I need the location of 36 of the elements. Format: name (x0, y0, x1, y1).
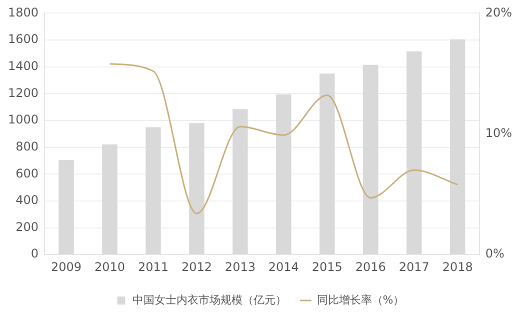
bar (58, 160, 74, 254)
y-tick-label: 1000 (8, 112, 39, 127)
bar (232, 109, 248, 254)
x-tick-label: 2014 (268, 260, 299, 274)
x-tick-label: 2018 (442, 260, 473, 274)
x-tick-label: 2010 (94, 260, 126, 274)
x-tick-label: 2009 (51, 260, 82, 274)
bar (189, 123, 204, 254)
legend-label: 中国女士内衣市场规模（亿元） (132, 293, 286, 306)
bar (363, 64, 378, 254)
y2-tick-label: 20% (485, 5, 512, 20)
y-tick-label: 200 (16, 220, 39, 234)
y-tick-label: 1600 (8, 32, 39, 46)
y-tick-label: 1800 (8, 5, 39, 20)
y-tick-label: 0 (30, 246, 39, 261)
y-tick-label: 400 (16, 193, 39, 208)
x-tick-label: 2011 (138, 260, 169, 274)
y2-tick-label: 10% (485, 126, 512, 140)
legend-label: 同比增长率（%） (316, 293, 404, 306)
line-series (109, 63, 458, 214)
bar (406, 51, 422, 254)
bar (320, 74, 335, 254)
y-tick-label: 800 (16, 139, 39, 154)
y-tick-label: 1200 (8, 86, 39, 100)
y-tick-label: 600 (16, 166, 39, 180)
x-tick-label: 2015 (312, 260, 342, 274)
bar (276, 94, 292, 254)
y-tick-label: 1400 (8, 58, 39, 73)
y2-tick-label: 0% (485, 246, 504, 261)
x-tick-label: 2012 (181, 260, 212, 274)
x-tick-label: 2016 (355, 260, 386, 274)
bar (102, 144, 118, 254)
x-tick-label: 2013 (224, 260, 256, 274)
bar (146, 127, 161, 254)
bar (450, 39, 466, 254)
x-tick-label: 2017 (398, 260, 430, 274)
